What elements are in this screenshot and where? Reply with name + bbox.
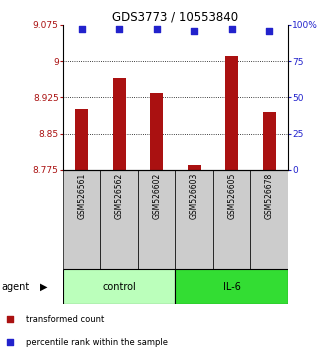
- Bar: [175, 170, 213, 269]
- Bar: [175, 269, 288, 304]
- Text: GSM526678: GSM526678: [265, 173, 274, 219]
- Bar: [63, 269, 175, 304]
- Bar: [213, 170, 251, 269]
- Point: [266, 28, 272, 33]
- Bar: [225, 56, 238, 170]
- Point: [253, 224, 259, 229]
- Bar: [100, 170, 138, 269]
- Text: percentile rank within the sample: percentile rank within the sample: [26, 338, 168, 347]
- Point: [253, 15, 259, 20]
- Point: [192, 28, 197, 33]
- Text: ▶: ▶: [40, 282, 47, 292]
- Text: GSM526605: GSM526605: [227, 173, 236, 219]
- Text: agent: agent: [2, 282, 30, 292]
- Point: [79, 26, 84, 32]
- Text: GSM526602: GSM526602: [152, 173, 161, 219]
- Bar: [188, 165, 201, 170]
- Bar: [251, 170, 288, 269]
- Point: [154, 26, 159, 32]
- Point: [229, 26, 234, 32]
- Text: IL-6: IL-6: [223, 282, 241, 292]
- Bar: [138, 170, 175, 269]
- Point: [117, 26, 122, 32]
- Bar: [75, 109, 88, 170]
- Bar: [113, 78, 126, 170]
- Bar: [63, 170, 100, 269]
- Bar: [262, 112, 276, 170]
- Text: transformed count: transformed count: [26, 315, 105, 324]
- Title: GDS3773 / 10553840: GDS3773 / 10553840: [112, 11, 239, 24]
- Text: GSM526562: GSM526562: [115, 173, 124, 219]
- Text: GSM526603: GSM526603: [190, 173, 199, 219]
- Bar: [150, 92, 163, 170]
- Text: GSM526561: GSM526561: [77, 173, 86, 219]
- Text: control: control: [102, 282, 136, 292]
